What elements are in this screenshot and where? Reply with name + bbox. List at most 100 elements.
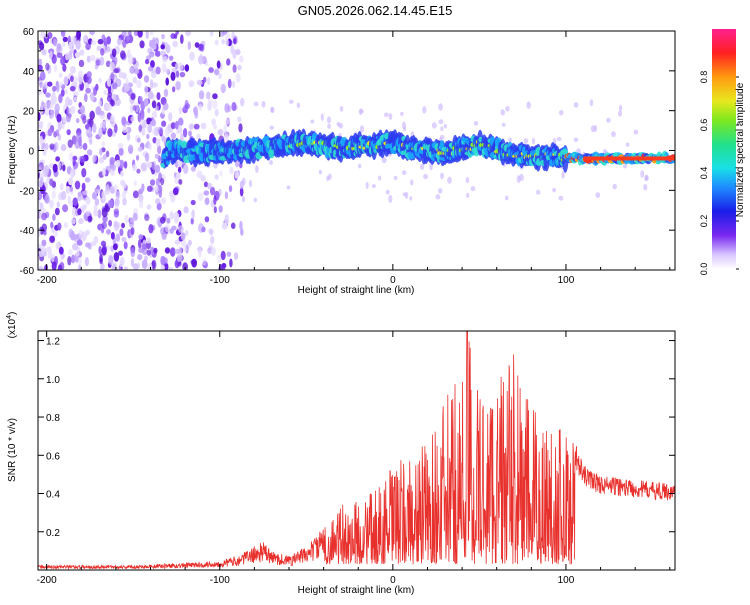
noise-blob	[239, 220, 243, 231]
noise-blob	[409, 196, 413, 201]
noise-blob	[556, 136, 562, 142]
noise-blob	[203, 190, 210, 196]
noise-blob	[184, 99, 189, 109]
noise-blob	[55, 129, 60, 137]
noise-blob	[154, 153, 160, 159]
spectrogram-xtick-label: -100	[210, 275, 230, 286]
noise-blob	[174, 62, 179, 70]
noise-blob	[69, 75, 74, 83]
noise-blob	[240, 228, 244, 236]
spectrogram-ytick-label: 20	[23, 107, 35, 118]
noise-blob	[118, 250, 123, 256]
noise-blob	[118, 159, 125, 169]
noise-blob	[188, 130, 192, 137]
noise-blob	[121, 191, 126, 199]
noise-blob	[219, 170, 223, 177]
noise-blob	[50, 109, 55, 115]
noise-blob	[536, 189, 541, 195]
spectrogram-ylabel: Frequency (Hz)	[7, 116, 18, 185]
noise-blob	[150, 70, 157, 79]
noise-blob	[197, 55, 204, 65]
noise-blob	[38, 191, 43, 201]
noise-blob	[164, 224, 171, 233]
noise-blob	[77, 191, 83, 197]
noise-blob	[113, 210, 120, 218]
noise-blob	[365, 181, 369, 189]
noise-blob	[210, 246, 216, 256]
noise-blob	[221, 38, 225, 45]
noise-blob	[419, 163, 425, 170]
snr-ytick-label: 0.2	[46, 528, 60, 539]
noise-blob	[146, 204, 152, 210]
noise-blob	[129, 104, 134, 113]
noise-blob	[523, 138, 529, 144]
track-steady-band	[583, 156, 675, 161]
noise-blob	[188, 80, 195, 88]
noise-blob	[440, 134, 445, 140]
noise-blob	[214, 174, 219, 180]
noise-blob	[67, 255, 72, 266]
noise-blob	[193, 123, 200, 130]
noise-blob	[633, 129, 639, 135]
noise-blob	[60, 89, 65, 97]
colorbar-tick-label: 0.4	[699, 167, 709, 180]
noise-blob	[99, 253, 103, 263]
chart-title: GN05.2026.062.14.45.E15	[298, 3, 453, 18]
noise-blob	[108, 219, 113, 227]
noise-blob	[135, 154, 140, 161]
noise-blob	[526, 101, 531, 109]
noise-blob	[470, 186, 476, 192]
noise-blob	[38, 112, 41, 121]
noise-blob	[140, 113, 145, 121]
noise-blob	[75, 132, 82, 142]
noise-blob	[101, 140, 106, 147]
noise-blob	[235, 49, 241, 56]
noise-blob	[500, 109, 505, 116]
noise-blob	[56, 43, 62, 50]
noise-blob	[122, 197, 127, 206]
noise-blob	[82, 142, 88, 151]
noise-blob	[440, 126, 444, 132]
noise-blob	[209, 228, 214, 236]
snr-ytick-label: 1.0	[46, 375, 60, 386]
noise-blob	[174, 239, 181, 245]
noise-blob	[105, 150, 110, 158]
noise-blob	[38, 40, 43, 46]
noise-blob	[58, 93, 63, 104]
noise-blob	[51, 261, 57, 270]
noise-blob	[150, 60, 155, 68]
noise-blob	[62, 164, 66, 172]
noise-blob	[71, 254, 76, 264]
noise-blob	[78, 59, 85, 68]
noise-blob	[72, 155, 78, 161]
noise-blob	[212, 93, 218, 100]
noise-blob	[98, 110, 105, 116]
noise-blob	[180, 232, 186, 241]
noise-blob	[400, 111, 404, 116]
noise-blob	[93, 209, 99, 217]
noise-blob	[93, 86, 98, 96]
colorbar-tick-label: 0.6	[699, 119, 709, 132]
noise-blob	[99, 56, 105, 66]
noise-blob	[573, 102, 579, 108]
noise-blob	[440, 172, 444, 180]
noise-blob	[220, 250, 226, 261]
noise-blob	[177, 166, 182, 173]
noise-blob	[120, 170, 124, 177]
noise-blob	[196, 79, 203, 86]
noise-blob	[45, 92, 51, 98]
noise-blob	[155, 198, 161, 205]
noise-blob	[100, 48, 105, 56]
noise-blob	[132, 164, 137, 172]
noise-blob	[130, 116, 135, 123]
colorbar-gradient	[712, 29, 736, 269]
noise-blob	[84, 230, 89, 237]
noise-blob	[123, 84, 130, 92]
noise-blob	[139, 40, 145, 49]
noise-blob	[79, 155, 86, 163]
noise-blob	[357, 163, 362, 169]
noise-blob	[90, 240, 97, 247]
noise-blob	[237, 116, 242, 123]
